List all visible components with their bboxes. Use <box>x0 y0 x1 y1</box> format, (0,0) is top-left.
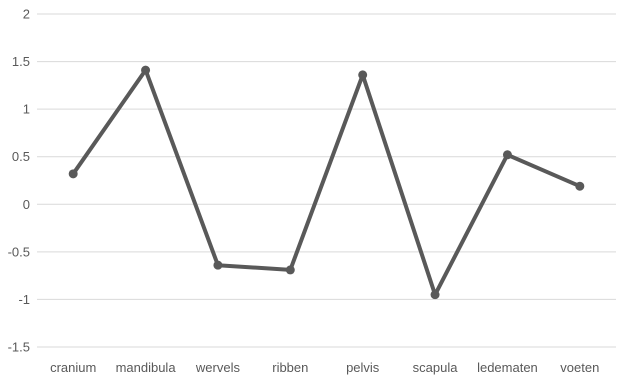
y-axis-tick-labels: -1.5 -1 -0.5 0 0.5 1 1.5 2 <box>8 7 30 355</box>
y-tick-label: -1.5 <box>8 340 30 355</box>
data-point-voeten <box>575 181 585 191</box>
x-axis-tick-labels: cranium mandibula wervels ribben pelvis scapu… <box>50 360 599 375</box>
data-point-scapula <box>430 290 440 300</box>
data-point-ribben <box>285 265 295 275</box>
y-tick-label: 0 <box>23 197 30 212</box>
data-point-cranium <box>68 169 78 179</box>
y-tick-label: -1 <box>18 292 30 307</box>
x-tick-label: wervels <box>195 360 241 375</box>
y-tick-label: -0.5 <box>8 244 30 259</box>
data-point-wervels <box>213 260 223 270</box>
x-tick-label: scapula <box>413 360 459 375</box>
x-tick-label: mandibula <box>116 360 177 375</box>
y-tick-label: 0.5 <box>12 149 30 164</box>
x-tick-label: ribben <box>272 360 308 375</box>
series-line <box>71 68 582 297</box>
y-tick-label: 1.5 <box>12 54 30 69</box>
data-point-mandibula <box>141 65 151 75</box>
x-tick-label: voeten <box>560 360 599 375</box>
x-tick-label: cranium <box>50 360 96 375</box>
gridlines <box>37 13 616 348</box>
y-tick-label: 2 <box>23 7 30 22</box>
series-group <box>68 65 585 300</box>
x-tick-label: ledematen <box>477 360 538 375</box>
data-point-ledematen <box>502 150 512 160</box>
data-point-pelvis <box>358 70 368 80</box>
x-tick-label: pelvis <box>346 360 380 375</box>
y-tick-label: 1 <box>23 102 30 117</box>
